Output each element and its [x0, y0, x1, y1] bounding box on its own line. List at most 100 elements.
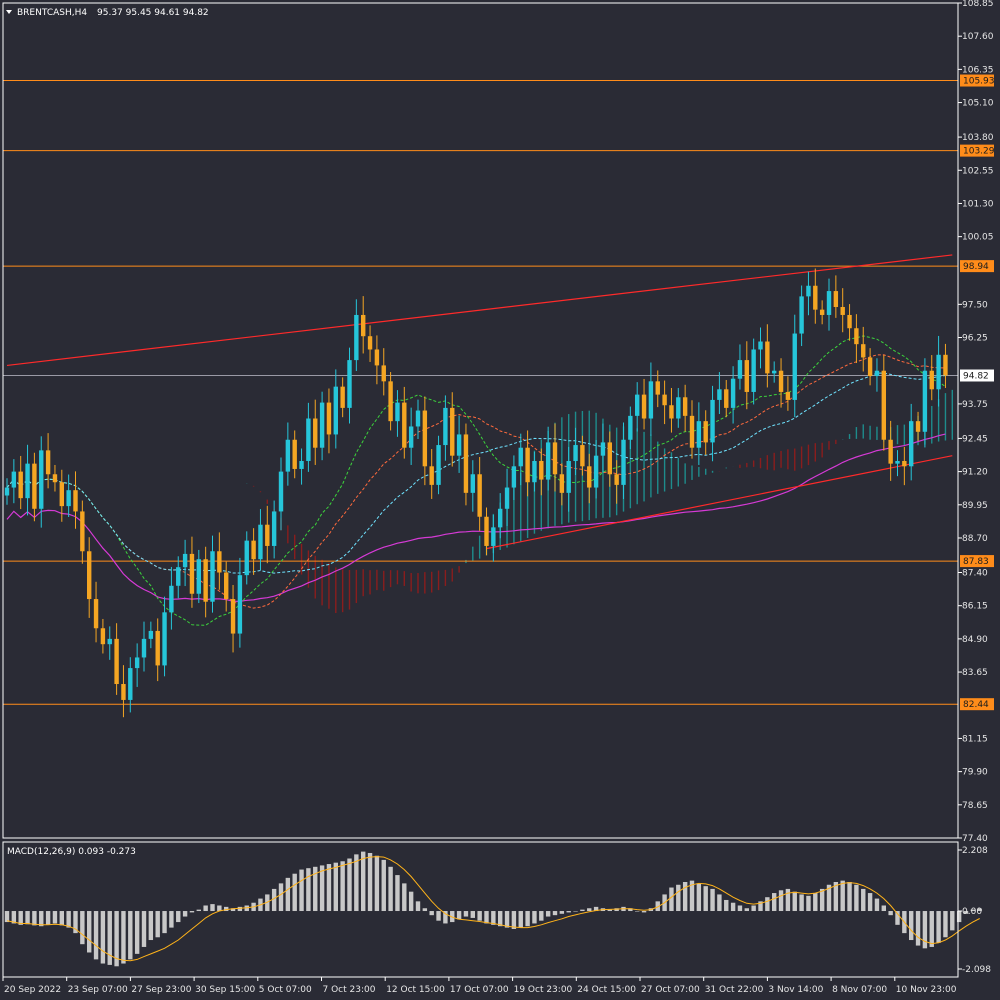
bear-candle [703, 410, 708, 455]
candle-body [39, 450, 44, 509]
macd-hist-bar [18, 911, 23, 925]
candle-body [32, 463, 37, 509]
bull-candle [285, 422, 291, 486]
bull-candle [408, 407, 414, 465]
time-tick-label: 8 Nov 07:00 [832, 985, 887, 995]
macd-hist-bar [915, 911, 921, 946]
candle-body [265, 524, 270, 546]
candle-body [867, 357, 873, 377]
candle-body [874, 370, 880, 377]
bear-candle [52, 464, 58, 492]
candle-body [251, 540, 256, 560]
candle-body [799, 296, 804, 334]
candle-body [66, 490, 71, 507]
candle-body [395, 402, 400, 422]
bear-candle [484, 507, 489, 556]
bull-candle [518, 433, 523, 486]
macd-hist-bar [970, 909, 976, 912]
candle-body [614, 474, 619, 485]
macd-hist-bar [539, 911, 544, 921]
bull-candle [621, 422, 626, 499]
candle-body [539, 460, 544, 480]
candle-body [52, 474, 58, 483]
bear-candle [155, 618, 160, 682]
bear-candle [943, 343, 948, 388]
candle-body [566, 460, 571, 493]
macd-hist-bar [819, 888, 825, 912]
candle-body [628, 415, 633, 440]
macd-hist-bar [141, 911, 147, 947]
bull-candle [491, 514, 496, 562]
bull-candle [134, 643, 140, 687]
macd-hist-bar [299, 869, 304, 912]
candle-body [244, 540, 249, 576]
time-tick-label: 19 Oct 23:00 [514, 985, 573, 995]
candle-body [230, 599, 236, 634]
candle-body [559, 474, 565, 493]
macd-hist-bar [792, 891, 797, 912]
macd-hist-bar [861, 888, 866, 912]
candle-body [306, 418, 311, 461]
macd-hist-bar [799, 894, 804, 912]
macd-hist-bar [66, 911, 71, 928]
moving-averages [6, 335, 946, 626]
macd-hist-bar [176, 911, 181, 923]
candles [4, 268, 948, 718]
bear-candle [669, 387, 674, 433]
bull-candle [128, 657, 133, 713]
ma-cyan-line [6, 372, 946, 574]
macd-hist-bar [840, 880, 845, 912]
macd-hist-bar [696, 883, 702, 912]
macd-hist-bar [196, 909, 201, 912]
candle-body [593, 455, 599, 488]
time-tick-label: 23 Sep 07:00 [68, 985, 128, 995]
bull-candle [470, 460, 475, 512]
bear-candle [819, 300, 825, 325]
macd-hist-bar [504, 911, 510, 928]
ma-pink-line [6, 433, 946, 602]
macd-hist-bar [744, 908, 749, 912]
macd-hist-bar [4, 911, 10, 923]
level-badge [960, 144, 994, 157]
candle-body [861, 344, 866, 358]
macd-hist-bar [532, 911, 537, 924]
candle-body [792, 333, 797, 400]
candle-body [484, 516, 489, 546]
macd-hist-bar [573, 911, 578, 912]
bear-candle [682, 384, 688, 432]
candle-body [854, 328, 859, 345]
dropdown-triangle-icon[interactable] [6, 10, 12, 14]
candle-body [758, 341, 763, 350]
candle-body [532, 460, 537, 483]
bear-candle [655, 370, 660, 408]
bull-candle [826, 278, 832, 331]
candle-body [813, 285, 818, 310]
bull-candle [504, 468, 510, 527]
candle-body [169, 585, 174, 613]
macd-hist-bar [470, 911, 475, 918]
macd-hist-bar [436, 911, 441, 921]
time-tick-label: 30 Sep 15:00 [195, 985, 255, 995]
macd-hist-bar [477, 911, 482, 921]
candle-body [669, 405, 674, 419]
bear-candle [915, 411, 921, 442]
bear-candle [224, 561, 229, 612]
candle-body [573, 445, 578, 461]
bear-candle [217, 532, 222, 590]
macd-hist-bar [189, 911, 195, 913]
bull-candle [909, 403, 914, 481]
macd-hist-bar [909, 911, 914, 941]
time-tick-label: 7 Oct 23:00 [323, 985, 376, 995]
bull-candle [176, 556, 181, 599]
candle-body [655, 381, 660, 395]
macd-hist-bar [52, 911, 58, 924]
macd-tick-label: -2.098 [962, 965, 991, 975]
macd-hist-bar [813, 893, 818, 912]
macd-hist-bar [730, 902, 736, 912]
bull-candle [600, 423, 606, 473]
candle-body [518, 447, 523, 467]
candle-body [840, 306, 845, 315]
bull-candle [271, 500, 277, 559]
candle-body [662, 394, 667, 406]
